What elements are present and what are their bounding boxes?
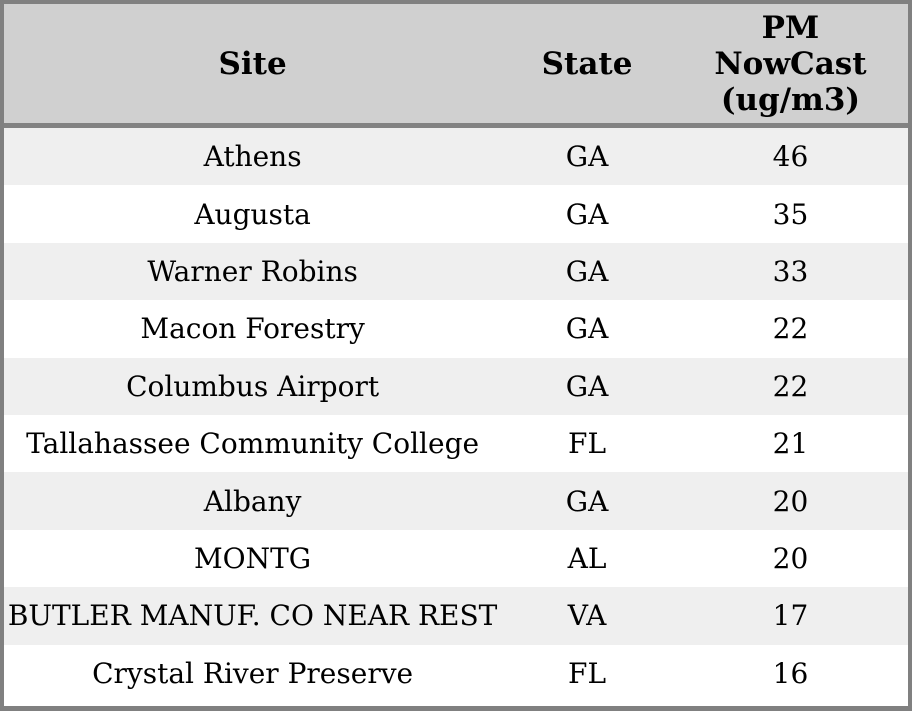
site-cell: Athens xyxy=(203,140,302,174)
site-cell: MONTG xyxy=(194,541,312,575)
state-cell: GA xyxy=(565,254,609,288)
table-row: Athens GA 46 xyxy=(4,128,908,186)
pm-value-cell: 46 xyxy=(772,140,809,174)
site-cell: Columbus Airport xyxy=(126,369,380,403)
site-cell: Tallahassee Community College xyxy=(26,427,480,461)
state-cell: GA xyxy=(565,140,609,174)
state-cell: FL xyxy=(568,656,607,690)
table-body: Athens GA 46 Augusta GA 35 Warner Robins… xyxy=(4,128,908,702)
state-cell: FL xyxy=(568,427,607,461)
pm-value-cell: 33 xyxy=(772,254,809,288)
pm-value-cell: 16 xyxy=(772,656,809,690)
pm-value-cell: 20 xyxy=(772,484,809,518)
site-cell: Crystal River Preserve xyxy=(92,656,414,690)
table-row: Albany GA 20 xyxy=(4,472,908,530)
site-cell: Albany xyxy=(203,484,302,518)
pm-value-cell: 20 xyxy=(772,541,809,575)
table-row: Crystal River Preserve FL 16 xyxy=(4,644,908,702)
table-row: Columbus Airport GA 22 xyxy=(4,357,908,415)
table-row: Warner Robins GA 33 xyxy=(4,242,908,301)
table-row: Macon Forestry GA 22 xyxy=(4,300,908,358)
pm-header-line-2: NowCast xyxy=(714,45,867,82)
table-row: BUTLER MANUF. CO NEAR REST VA 17 xyxy=(4,587,908,645)
column-header-state: State xyxy=(541,45,633,82)
site-cell: BUTLER MANUF. CO NEAR REST xyxy=(7,599,498,633)
pm-value-cell: 35 xyxy=(772,197,809,231)
pm-value-cell: 21 xyxy=(772,427,809,461)
state-cell: AL xyxy=(567,541,607,575)
table-row: MONTG AL 20 xyxy=(4,529,908,588)
column-header-pm-nowcast: PM NowCast (ug/m3) xyxy=(673,4,908,123)
state-cell: GA xyxy=(565,312,609,346)
state-cell: GA xyxy=(565,484,609,518)
pm-value-cell: 22 xyxy=(772,312,809,346)
state-cell: VA xyxy=(567,599,607,633)
pm-value-cell: 22 xyxy=(772,369,809,403)
table-row: Tallahassee Community College FL 21 xyxy=(4,414,908,473)
pm-value-cell: 17 xyxy=(772,599,809,633)
state-cell: GA xyxy=(565,197,609,231)
table-header-row: Site State PM NowCast (ug/m3) xyxy=(4,4,908,128)
state-cell: GA xyxy=(565,369,609,403)
site-cell: Augusta xyxy=(194,197,311,231)
column-header-site: Site xyxy=(218,45,287,82)
pm-header-line-1: PM xyxy=(761,9,820,46)
table-row: Augusta GA 35 xyxy=(4,185,908,243)
site-cell: Warner Robins xyxy=(147,254,358,288)
pm-header-line-3: (ug/m3) xyxy=(720,81,861,118)
site-cell: Macon Forestry xyxy=(140,312,365,346)
